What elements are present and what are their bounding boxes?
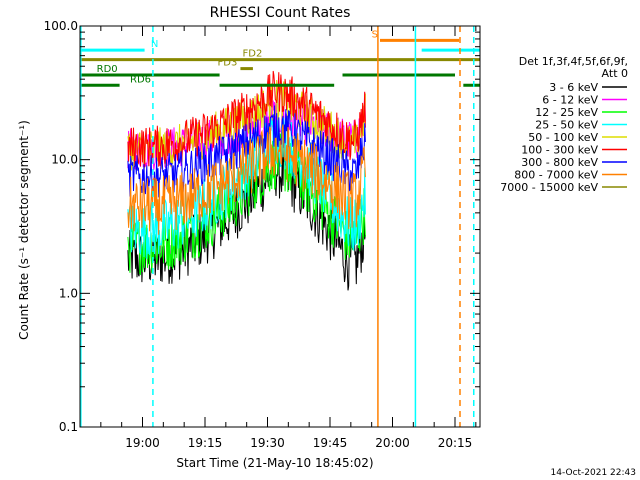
- legend-label-6: 300 - 800 keV: [521, 156, 598, 169]
- series-line-5: [127, 70, 366, 168]
- chart-title: RHESSI Count Rates: [210, 5, 351, 21]
- x-axis-label: Start Time (21-May-10 18:45:02): [176, 456, 373, 470]
- timestamp: 14-Oct-2021 22:43: [551, 468, 636, 478]
- legend-header-line-2: Att 0: [602, 67, 628, 80]
- x-tick-label: 19:15: [188, 436, 223, 450]
- vertical-markers: [80, 26, 475, 427]
- series-line-7: [127, 124, 366, 235]
- legend-label-5: 100 - 300 keV: [521, 144, 598, 157]
- x-tick-label: 19:00: [125, 436, 160, 450]
- legend-label-2: 12 - 25 keV: [535, 106, 598, 119]
- x-tick-label: 20:00: [375, 436, 410, 450]
- legend-header-line-1: Det 1f,3f,4f,5f,6f,9f,: [519, 55, 628, 68]
- y-axis-label: Count Rate (s⁻¹ detector segment⁻¹): [17, 120, 31, 340]
- legend-label-3: 25 - 50 keV: [535, 119, 598, 132]
- y-tick-label: 0.1: [59, 420, 78, 434]
- x-tick-label: 20:15: [438, 436, 473, 450]
- flag-label-rd6: RD6: [130, 74, 151, 85]
- legend-label-0: 3 - 6 keV: [549, 81, 598, 94]
- flag-label-fd3: FD3: [218, 58, 238, 69]
- y-tick-label: 10.0: [51, 153, 78, 167]
- legend-label-4: 50 - 100 keV: [528, 131, 598, 144]
- legend-label-8: 7000 - 15000 keV: [500, 181, 598, 194]
- x-tick-label: 19:45: [313, 436, 348, 450]
- plot-frame: [79, 25, 481, 428]
- flag-label-rd0: RD0: [97, 64, 118, 75]
- x-axis-ticks: 19:00 19:15 19:30 19:45 20:00 20:15: [100, 26, 477, 450]
- x-tick-label: 19:30: [250, 436, 285, 450]
- flag-label-n: N: [151, 39, 158, 50]
- y-tick-label: 100.0: [44, 19, 78, 33]
- legend: Det 1f,3f,4f,5f,6f,9f, Att 0 3 - 6 keV6 …: [500, 55, 628, 194]
- series-layer: [127, 70, 366, 291]
- flag-label-s: S: [372, 29, 378, 40]
- y-tick-label: 1.0: [59, 286, 78, 300]
- flag-bars: N S FD2 FD3 RD0 RD6: [80, 29, 480, 87]
- legend-label-7: 800 - 7000 keV: [514, 169, 598, 182]
- legend-label-1: 6 - 12 keV: [542, 94, 598, 107]
- y-axis-ticks: 0.1 1.0 10.0 100.0: [44, 19, 480, 434]
- flag-label-fd2: FD2: [243, 49, 263, 60]
